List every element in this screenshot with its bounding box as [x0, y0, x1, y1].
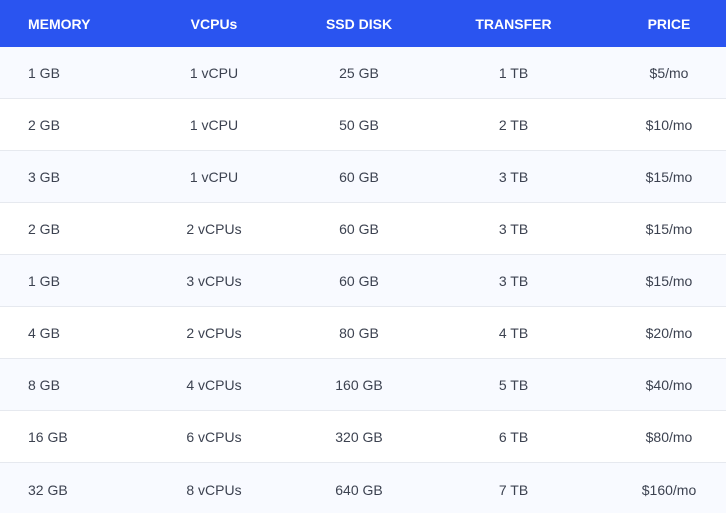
vcpus-cell: 1 vCPU [125, 98, 303, 151]
memory-cell: 2 GB [0, 98, 125, 151]
ssd-disk-cell: 60 GB [303, 254, 415, 307]
table-row: 16 GB 6 vCPUs 320 GB 6 TB $80/mo [0, 410, 726, 463]
price-cell: $15/mo [612, 150, 726, 203]
table-row: 2 GB 1 vCPU 50 GB 2 TB $10/mo [0, 98, 726, 151]
table-row: 32 GB 8 vCPUs 640 GB 7 TB $160/mo [0, 462, 726, 513]
transfer-cell: 5 TB [415, 358, 612, 411]
price-cell: $5/mo [612, 47, 726, 99]
transfer-cell: 3 TB [415, 202, 612, 255]
table-row: 2 GB 2 vCPUs 60 GB 3 TB $15/mo [0, 202, 726, 255]
table-header: MEMORY VCPUs SSD DISK TRANSFER PRICE [0, 0, 726, 47]
memory-cell: 2 GB [0, 202, 125, 255]
table-row: 4 GB 2 vCPUs 80 GB 4 TB $20/mo [0, 306, 726, 359]
transfer-cell: 3 TB [415, 150, 612, 203]
ssd-disk-cell: 25 GB [303, 47, 415, 99]
transfer-cell: 1 TB [415, 47, 612, 99]
vcpus-cell: 2 vCPUs [125, 202, 303, 255]
vcpus-cell: 1 vCPU [125, 150, 303, 203]
header-ssd-disk: SSD DISK [303, 0, 415, 47]
memory-cell: 1 GB [0, 254, 125, 307]
table-row: 1 GB 1 vCPU 25 GB 1 TB $5/mo [0, 47, 726, 99]
transfer-cell: 4 TB [415, 306, 612, 359]
price-cell: $40/mo [612, 358, 726, 411]
memory-cell: 3 GB [0, 150, 125, 203]
price-cell: $20/mo [612, 306, 726, 359]
transfer-cell: 7 TB [415, 462, 612, 513]
vcpus-cell: 2 vCPUs [125, 306, 303, 359]
vcpus-cell: 6 vCPUs [125, 410, 303, 463]
transfer-cell: 3 TB [415, 254, 612, 307]
ssd-disk-cell: 50 GB [303, 98, 415, 151]
header-memory: MEMORY [0, 0, 125, 47]
ssd-disk-cell: 640 GB [303, 462, 415, 513]
header-price: PRICE [612, 0, 726, 47]
transfer-cell: 6 TB [415, 410, 612, 463]
table-row: 1 GB 3 vCPUs 60 GB 3 TB $15/mo [0, 254, 726, 307]
ssd-disk-cell: 60 GB [303, 150, 415, 203]
table-row: 8 GB 4 vCPUs 160 GB 5 TB $40/mo [0, 358, 726, 411]
price-cell: $80/mo [612, 410, 726, 463]
memory-cell: 4 GB [0, 306, 125, 359]
header-transfer: TRANSFER [415, 0, 612, 47]
ssd-disk-cell: 160 GB [303, 358, 415, 411]
vcpus-cell: 3 vCPUs [125, 254, 303, 307]
table-row: 3 GB 1 vCPU 60 GB 3 TB $15/mo [0, 150, 726, 203]
header-row: MEMORY VCPUs SSD DISK TRANSFER PRICE [0, 0, 726, 47]
vcpus-cell: 1 vCPU [125, 47, 303, 99]
memory-cell: 1 GB [0, 47, 125, 99]
memory-cell: 16 GB [0, 410, 125, 463]
price-cell: $10/mo [612, 98, 726, 151]
vcpus-cell: 4 vCPUs [125, 358, 303, 411]
ssd-disk-cell: 320 GB [303, 410, 415, 463]
price-cell: $15/mo [612, 254, 726, 307]
memory-cell: 8 GB [0, 358, 125, 411]
price-cell: $160/mo [612, 462, 726, 513]
transfer-cell: 2 TB [415, 98, 612, 151]
vcpus-cell: 8 vCPUs [125, 462, 303, 513]
price-cell: $15/mo [612, 202, 726, 255]
header-vcpus: VCPUs [125, 0, 303, 47]
table-body: 1 GB 1 vCPU 25 GB 1 TB $5/mo 2 GB 1 vCPU 50 GB 2… [0, 47, 726, 513]
memory-cell: 32 GB [0, 462, 125, 513]
ssd-disk-cell: 60 GB [303, 202, 415, 255]
ssd-disk-cell: 80 GB [303, 306, 415, 359]
